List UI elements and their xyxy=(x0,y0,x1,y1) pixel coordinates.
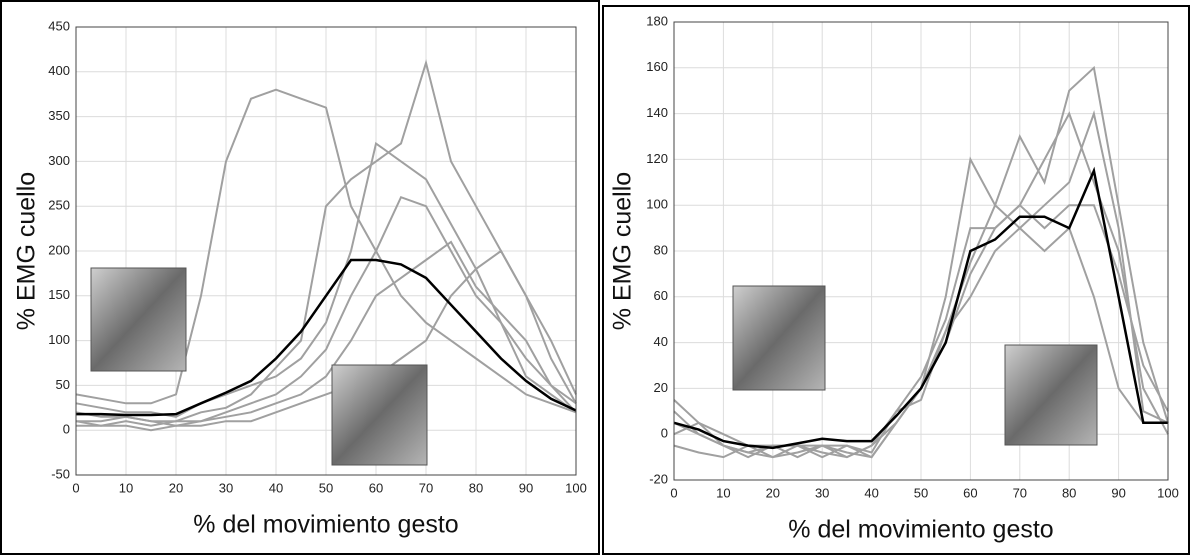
series-line xyxy=(673,109,1169,459)
y-axis-label: % EMG cuello xyxy=(609,172,637,330)
x-tick-label: 30 xyxy=(219,480,233,495)
x-axis-label: % del movimiento gesto xyxy=(788,516,1053,544)
photo xyxy=(90,267,187,372)
y-tick-label: 150 xyxy=(48,287,70,302)
x-tick-label: 90 xyxy=(519,480,533,495)
y-tick-label: 0 xyxy=(661,426,668,441)
x-tick-label: 50 xyxy=(319,480,333,495)
series-line xyxy=(75,240,577,427)
x-tick-label: 50 xyxy=(914,485,928,500)
plot-frame xyxy=(75,26,577,476)
y-tick-label: 160 xyxy=(646,59,668,74)
x-tick-label: 100 xyxy=(1157,485,1179,500)
panel-border xyxy=(0,0,600,555)
x-axis-label: % del movimiento gesto xyxy=(193,511,458,539)
x-tick-label: 80 xyxy=(1062,485,1076,500)
x-tick-label: 20 xyxy=(169,480,183,495)
x-tick-label: 20 xyxy=(766,485,780,500)
x-tick-label: 60 xyxy=(369,480,383,495)
y-tick-label: 350 xyxy=(48,108,70,123)
x-tick-label: 60 xyxy=(963,485,977,500)
photo xyxy=(331,364,428,466)
series-line xyxy=(75,195,577,427)
series-line xyxy=(76,249,577,432)
x-tick-label: 100 xyxy=(565,480,587,495)
panel-border xyxy=(602,5,1190,555)
x-tick-label: 40 xyxy=(864,485,878,500)
x-tick-label: 0 xyxy=(72,480,79,495)
y-tick-label: 140 xyxy=(646,105,668,120)
series-line xyxy=(76,59,577,423)
y-tick-label: 400 xyxy=(48,63,70,78)
y-tick-label: -20 xyxy=(649,471,668,486)
y-tick-label: 0 xyxy=(63,422,70,437)
y-tick-label: 20 xyxy=(654,380,668,395)
y-tick-label: 40 xyxy=(654,334,668,349)
y-tick-label: 100 xyxy=(48,332,70,347)
series-line xyxy=(76,258,577,417)
y-tick-label: 80 xyxy=(654,242,668,257)
x-tick-label: 80 xyxy=(469,480,483,495)
y-tick-label: 50 xyxy=(56,377,70,392)
y-axis-label: % EMG cuello xyxy=(13,172,41,330)
y-tick-label: 300 xyxy=(48,153,70,168)
x-tick-label: 10 xyxy=(119,480,133,495)
x-tick-label: 70 xyxy=(419,480,433,495)
photo xyxy=(732,285,826,391)
x-tick-label: 10 xyxy=(716,485,730,500)
series-line xyxy=(673,166,1168,450)
x-tick-label: 30 xyxy=(815,485,829,500)
y-tick-label: 450 xyxy=(48,18,70,33)
x-tick-label: 40 xyxy=(269,480,283,495)
y-tick-label: -50 xyxy=(51,466,70,481)
y-tick-label: 100 xyxy=(646,197,668,212)
y-tick-label: 200 xyxy=(48,242,70,257)
y-tick-label: 120 xyxy=(646,151,668,166)
y-tick-label: 180 xyxy=(646,13,668,28)
photo xyxy=(1004,344,1098,446)
x-tick-label: 90 xyxy=(1111,485,1125,500)
x-tick-label: 70 xyxy=(1013,485,1027,500)
y-tick-label: 60 xyxy=(654,288,668,303)
plot-frame xyxy=(673,21,1169,481)
y-tick-label: 250 xyxy=(48,198,70,213)
series-line xyxy=(75,88,577,414)
x-tick-label: 0 xyxy=(670,485,677,500)
